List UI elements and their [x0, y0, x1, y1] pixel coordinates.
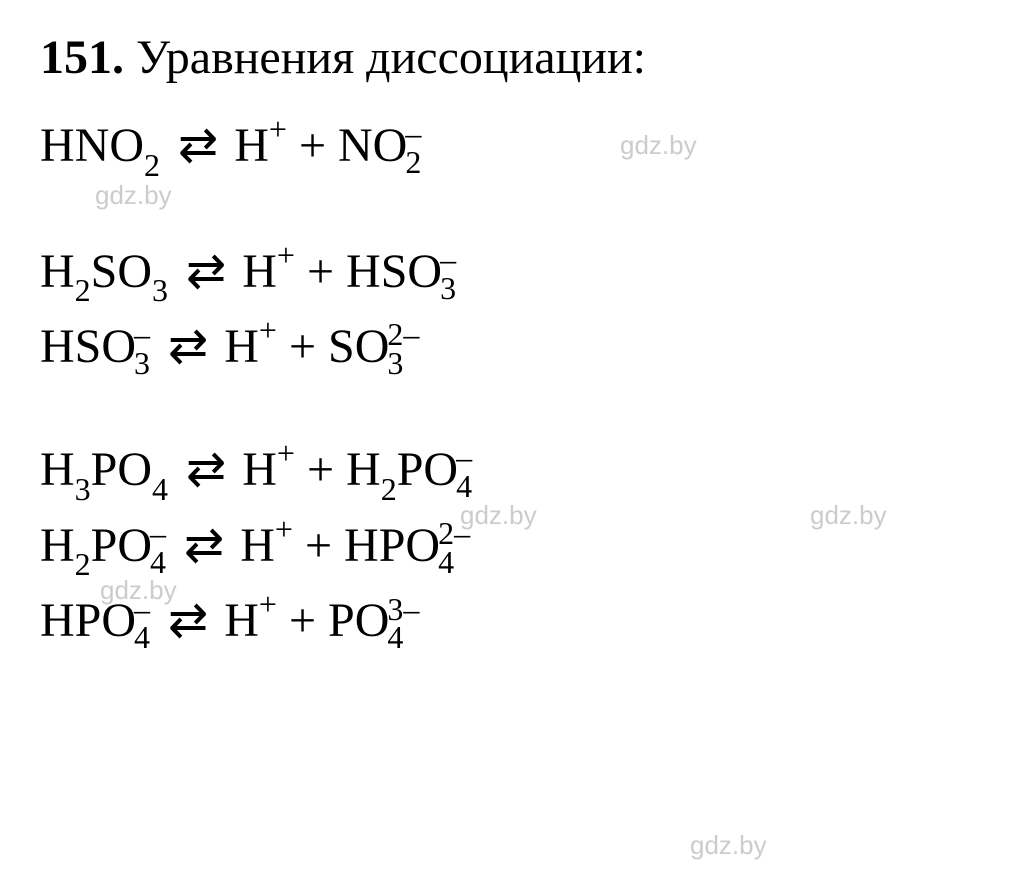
equation-3a: H3PO4 ⇄ H+ + H2PO–4: [40, 433, 996, 509]
subscript: 3: [75, 471, 91, 507]
watermark-text: gdz.by: [690, 830, 767, 861]
supsub: –4: [150, 519, 166, 577]
formula-text: H: [346, 443, 381, 496]
equilibrium-arrow: ⇄: [168, 585, 206, 657]
equation-block-3: H3PO4 ⇄ H+ + H2PO–4 H2PO–4 ⇄ H+ + HPO2–4…: [40, 433, 996, 657]
superscript: +: [277, 435, 295, 471]
plus-sign: +: [289, 594, 316, 647]
equation-3c: HPO–4 ⇄ H+ + PO3–4: [40, 584, 996, 657]
formula-text: HPO: [40, 594, 136, 647]
equilibrium-arrow: ⇄: [186, 434, 224, 506]
formula-text: PO: [397, 443, 458, 496]
supsub: 2–4: [438, 519, 470, 577]
formula-text: HNO: [40, 119, 144, 172]
superscript: +: [259, 586, 277, 622]
formula-text: PO: [328, 594, 389, 647]
subscript: 2: [75, 272, 91, 308]
formula-text: H: [40, 443, 75, 496]
equilibrium-arrow: ⇄: [168, 311, 206, 383]
equilibrium-arrow: ⇄: [186, 236, 224, 308]
plus-sign: +: [289, 320, 316, 373]
subscript: 2: [144, 147, 160, 183]
formula-text: SO: [91, 245, 152, 298]
subscript: 2: [75, 546, 91, 582]
supsub: –2: [405, 119, 421, 177]
plus-sign: +: [307, 443, 334, 496]
document-root: 151. Уравнения диссоциации: HNO2 ⇄ H+ + …: [40, 30, 996, 657]
watermark-text: gdz.by: [95, 180, 172, 211]
supsub: –3: [440, 245, 456, 303]
formula-text: H: [234, 119, 269, 172]
equilibrium-arrow: ⇄: [184, 510, 222, 582]
formula-text: PO: [91, 443, 152, 496]
superscript: +: [259, 312, 277, 348]
equilibrium-arrow: ⇄: [178, 110, 216, 182]
equation-3b: H2PO–4 ⇄ H+ + HPO2–4: [40, 509, 996, 585]
formula-text: H: [224, 594, 259, 647]
formula-text: H: [242, 443, 277, 496]
supsub: 3–4: [387, 595, 419, 653]
formula-text: SO: [328, 320, 389, 373]
subscript: 2: [381, 471, 397, 507]
formula-text: H: [40, 245, 75, 298]
superscript: +: [269, 111, 287, 147]
problem-number: 151.: [40, 31, 124, 84]
equation-2a: H2SO3 ⇄ H+ + HSO–3: [40, 235, 996, 311]
subscript: 3: [152, 272, 168, 308]
equation-block-1: HNO2 ⇄ H+ + NO–2: [40, 109, 996, 185]
formula-text: H: [224, 320, 259, 373]
equation-2b: HSO–3 ⇄ H+ + SO2–3: [40, 310, 996, 383]
formula-text: PO: [91, 519, 152, 572]
supsub: –3: [134, 320, 150, 378]
formula-text: HPO: [344, 519, 440, 572]
formula-text: H: [240, 519, 275, 572]
plus-sign: +: [307, 245, 334, 298]
subscript: 4: [152, 471, 168, 507]
formula-text: NO: [338, 119, 407, 172]
formula-text: H: [242, 245, 277, 298]
supsub: –4: [456, 443, 472, 501]
title-line: 151. Уравнения диссоциации:: [40, 30, 996, 85]
equation-block-2: H2SO3 ⇄ H+ + HSO–3 HSO–3 ⇄ H+ + SO2–3: [40, 235, 996, 384]
formula-text: HSO: [346, 245, 442, 298]
title-text: Уравнения диссоциации:: [136, 31, 646, 84]
supsub: –4: [134, 595, 150, 653]
equation-1: HNO2 ⇄ H+ + NO–2: [40, 109, 996, 185]
superscript: +: [277, 237, 295, 273]
formula-text: H: [40, 519, 75, 572]
plus-sign: +: [299, 119, 326, 172]
formula-text: HSO: [40, 320, 136, 373]
supsub: 2–3: [387, 320, 419, 378]
superscript: +: [275, 511, 293, 547]
plus-sign: +: [305, 519, 332, 572]
